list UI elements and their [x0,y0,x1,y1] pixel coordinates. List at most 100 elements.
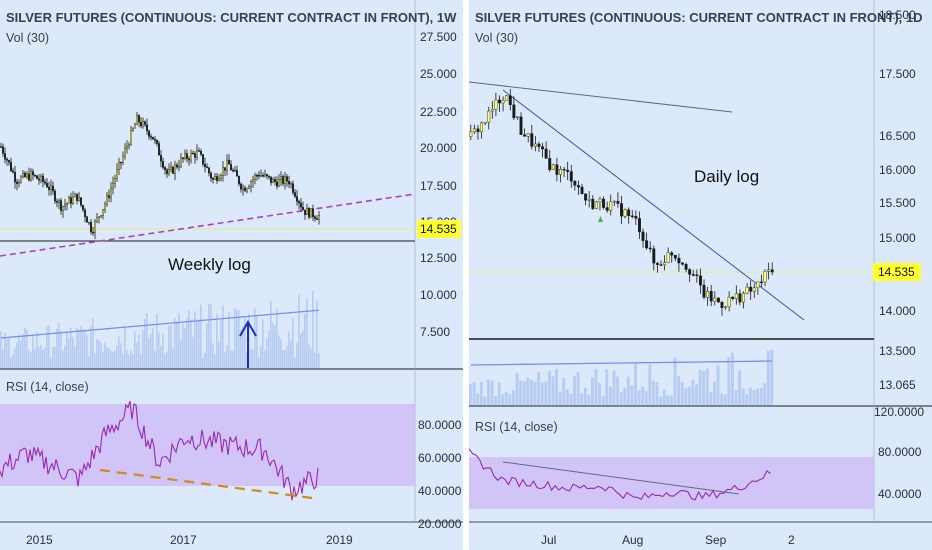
volume-bar [162,334,164,368]
candle-body [734,293,738,299]
volume-bar [318,353,320,368]
volume-bar [497,382,501,405]
volume-bar [150,334,152,368]
candle-body [519,116,523,135]
candle-body [0,146,2,148]
volume-bar [730,352,734,405]
candle-body [160,154,162,162]
candle-body [36,175,38,179]
candle-body [170,166,172,170]
volume-bar [626,376,630,405]
daily-volume-ma-line [470,360,773,366]
volume-bar [551,376,555,405]
weekly-volume-ma-line [0,309,320,339]
volume-bar [102,351,104,368]
weekly-price-tick: 17.500 [420,179,457,193]
volume-bar [126,350,128,368]
candle-body [720,301,724,309]
candle-body [88,222,90,224]
candle-body [200,150,202,155]
volume-bar [284,350,286,368]
volume-bar [591,377,594,405]
volume-bar [666,395,670,405]
candle-body [28,173,30,181]
candle-body [48,186,50,190]
daily-price-tick: 16.000 [879,163,916,177]
weekly-candles [0,112,320,240]
candle-body [204,164,206,168]
volume-bar [166,351,168,368]
candle-body [530,133,534,147]
daily-annotation: Daily log [694,167,759,186]
candle-body [756,281,760,289]
candle-body [52,185,54,192]
volume-bar [286,346,288,368]
candle-body [266,174,268,177]
candle-body [60,200,62,212]
candle-body [264,174,266,177]
candle-body [555,164,559,175]
volume-bar [580,393,584,405]
candle-body [102,209,104,216]
candle-body [20,176,22,183]
volume-bar [8,337,10,368]
volume-bar [266,338,268,368]
daily-volume-label: Vol (30) [475,31,518,45]
candle-body [616,200,620,204]
candle-body [240,183,242,190]
volume-bar [608,386,612,405]
candle-body [176,164,178,168]
daily-price-tick: 120.0000 [874,405,924,419]
volume-bar [164,354,166,368]
volume-bar [519,380,523,405]
volume-bar [727,357,731,405]
candle-body [648,247,652,250]
volume-bar [182,323,184,368]
candle-body [684,264,688,270]
candle-body [12,170,14,173]
candle-body [18,182,20,184]
candle-body [24,172,26,177]
candle-body [152,136,154,140]
candle-body [292,183,294,193]
candle-body [318,215,320,220]
candle-body [184,153,186,159]
volume-bar [156,313,158,368]
candle-body [630,215,634,217]
candle-body [645,240,649,249]
volume-bar [748,387,752,405]
candle-body [38,178,40,181]
volume-bar [112,351,114,368]
volume-bar [70,327,72,368]
volume-bar [547,371,551,405]
candle-body [154,139,156,141]
volume-bar [56,328,58,368]
candle-body [222,167,224,176]
weekly-volume-label: Vol (30) [6,31,49,45]
candle-body [40,175,42,181]
volume-bar [304,313,306,368]
daily-volume-bars [469,349,774,405]
volume-bar [104,342,106,368]
daily-chart-title: SILVER FUTURES (CONTINUOUS: CURRENT CONT… [475,10,923,25]
volume-bar [695,384,698,405]
volume-bar [36,331,38,368]
candle-body [106,195,108,205]
volume-bar [702,370,706,405]
volume-bar [256,316,258,368]
candle-body [480,122,484,133]
candle-body [16,181,18,184]
volume-bar [652,380,655,405]
candle-body [508,95,512,106]
volume-bar [60,330,62,368]
volume-bar [196,319,198,368]
volume-bar [142,329,144,368]
volume-bar [738,370,741,405]
candle-body [709,290,713,302]
candle-body [551,164,555,170]
volume-bar [238,310,240,368]
volume-bar [709,392,713,405]
volume-bar [713,381,716,405]
candle-body [472,128,476,133]
candle-body [681,262,684,265]
